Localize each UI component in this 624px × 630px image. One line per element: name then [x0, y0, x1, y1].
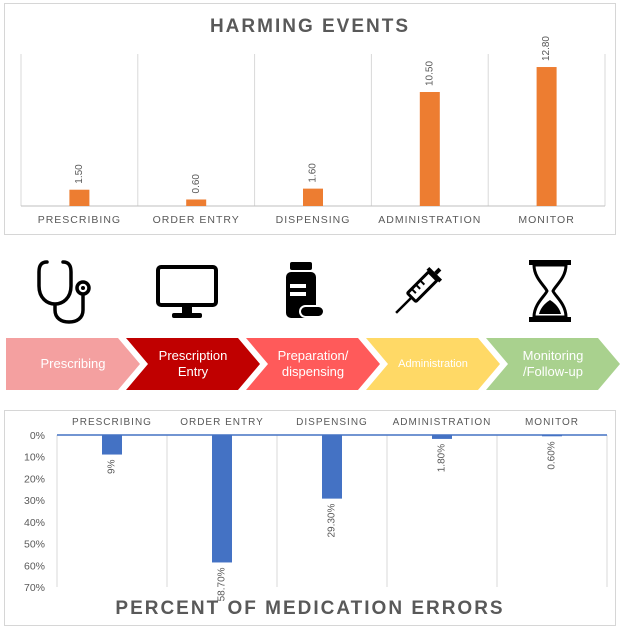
- step-label: Administration: [398, 358, 468, 370]
- y-tick-label: 70%: [24, 582, 45, 594]
- y-tick-label: 30%: [24, 495, 45, 507]
- process-step-monitoring: Monitoring/Follow-up: [486, 338, 620, 390]
- category-label: ADMINISTRATION: [378, 214, 481, 226]
- y-tick-label: 60%: [24, 560, 45, 572]
- chart-title: HARMING EVENTS: [209, 16, 411, 37]
- harming-events-plot: 1.50 PRESCRIBING 0.60 ORDER ENTRY 1.60 DISPEN…: [20, 36, 606, 226]
- harming-events-chart: HARMING EVENTS 1.50 PRESCRIBING 0.60 ORDER …: [4, 3, 616, 235]
- process-step-administration: Administration: [366, 338, 500, 390]
- category-label: DISPENSING: [296, 417, 368, 428]
- data-label: 0.60%: [547, 441, 558, 469]
- y-tick-label: 50%: [24, 539, 45, 551]
- step-label: Prescribing: [40, 356, 106, 371]
- process-step-preparation-dispensing: Preparation/dispensing: [246, 338, 380, 390]
- harming-bar: [536, 67, 557, 207]
- step-label: Prescription Entry: [158, 348, 228, 379]
- category-label: DISPENSING: [276, 214, 351, 226]
- data-label: 9%: [107, 459, 118, 474]
- hourglass-icon: [510, 258, 590, 324]
- syringe-icon: [378, 258, 458, 324]
- category-label: PRESCRIBING: [38, 214, 121, 226]
- data-label: 1.50: [74, 164, 85, 184]
- category-label: ORDER ENTRY: [153, 214, 240, 226]
- harming-bar: [303, 188, 323, 206]
- error-bar: [102, 435, 122, 455]
- stethoscope-icon: [20, 258, 100, 324]
- y-tick-label: 0%: [30, 430, 45, 442]
- data-label: 0.60: [191, 174, 202, 194]
- step-label: Preparation/dispensing: [277, 348, 349, 379]
- y-tick-label: 40%: [24, 517, 45, 529]
- harming-bar: [69, 189, 90, 206]
- medication-errors-chart: PRESCRIBING ORDER ENTRY DISPENSING ADMINIST…: [4, 410, 616, 626]
- data-label: 10.50: [424, 61, 435, 86]
- harming-bar: [186, 199, 207, 206]
- y-tick-label: 20%: [24, 473, 45, 485]
- category-label: ORDER ENTRY: [180, 417, 264, 428]
- category-label: PRESCRIBING: [72, 417, 152, 428]
- medication-errors-plot: PRESCRIBING ORDER ENTRY DISPENSING ADMINIST…: [24, 417, 608, 601]
- medication-process-band: Prescribing Prescription Entry Preparatio…: [0, 258, 624, 398]
- chart-title: PERCENT OF MEDICATION ERRORS: [115, 598, 505, 619]
- pill-bottle-icon: [262, 258, 342, 324]
- category-label: ADMINISTRATION: [393, 417, 492, 428]
- category-label: MONITOR: [525, 417, 579, 428]
- data-label: 1.80%: [437, 444, 448, 472]
- process-step-prescribing: Prescribing: [6, 338, 140, 390]
- y-tick-label: 10%: [24, 452, 45, 464]
- data-label: 58.70%: [217, 567, 228, 601]
- category-label: MONITOR: [518, 214, 574, 226]
- error-bar: [212, 435, 232, 563]
- data-label: 1.60: [308, 163, 319, 183]
- error-bar: [322, 435, 342, 499]
- data-label: 12.80: [541, 36, 552, 61]
- process-step-prescription-entry: Prescription Entry: [126, 338, 260, 390]
- error-bar: [432, 435, 452, 439]
- data-label: 29.30%: [327, 504, 338, 538]
- harming-bar: [419, 92, 440, 206]
- monitor-icon: [147, 258, 227, 324]
- step-label: Monitoring/Follow-up: [522, 348, 584, 379]
